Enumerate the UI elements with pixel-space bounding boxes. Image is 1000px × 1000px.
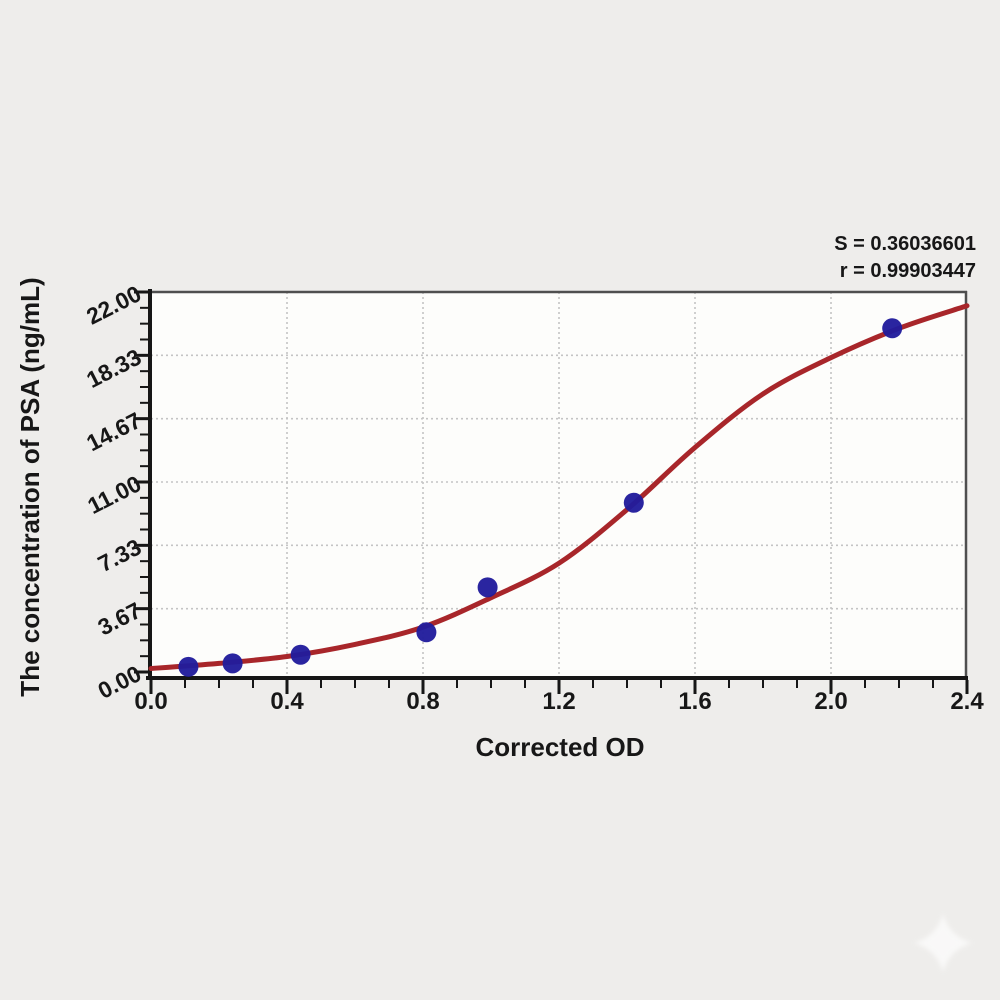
data-point [178, 656, 199, 677]
data-point [290, 644, 311, 665]
y-tick-label: 18.33 [82, 344, 145, 393]
data-point [623, 492, 644, 513]
sparkle-icon [914, 914, 972, 972]
y-tick-label: 22.00 [82, 280, 145, 329]
x-tick-label: 2.0 [814, 688, 847, 715]
y-tick-label: 11.00 [83, 470, 145, 519]
data-point [416, 622, 437, 643]
x-tick-label: 0.8 [406, 688, 439, 715]
annotation-r-value: r = 0.99903447 [840, 260, 976, 282]
x-tick-label: 1.2 [542, 688, 575, 715]
data-layer [148, 303, 970, 677]
annotation-s-value: S = 0.36036601 [834, 233, 976, 255]
data-point [477, 577, 498, 598]
data-point [882, 318, 903, 339]
x-tick-label: 0.4 [270, 688, 304, 715]
data-point [222, 653, 243, 674]
x-axis-title: Corrected OD [475, 732, 644, 762]
y-axis-title: The concentration of PSA (ng/mL) [15, 277, 45, 696]
fit-curve [148, 303, 970, 671]
y-tick-label: 7.33 [94, 534, 146, 577]
x-tick-label: 0.0 [134, 688, 167, 715]
x-tick-label: 2.4 [950, 688, 984, 715]
y-tick-label: 14.67 [82, 407, 145, 456]
y-tick-label: 3.67 [94, 597, 146, 640]
x-tick-label: 1.6 [678, 688, 711, 715]
